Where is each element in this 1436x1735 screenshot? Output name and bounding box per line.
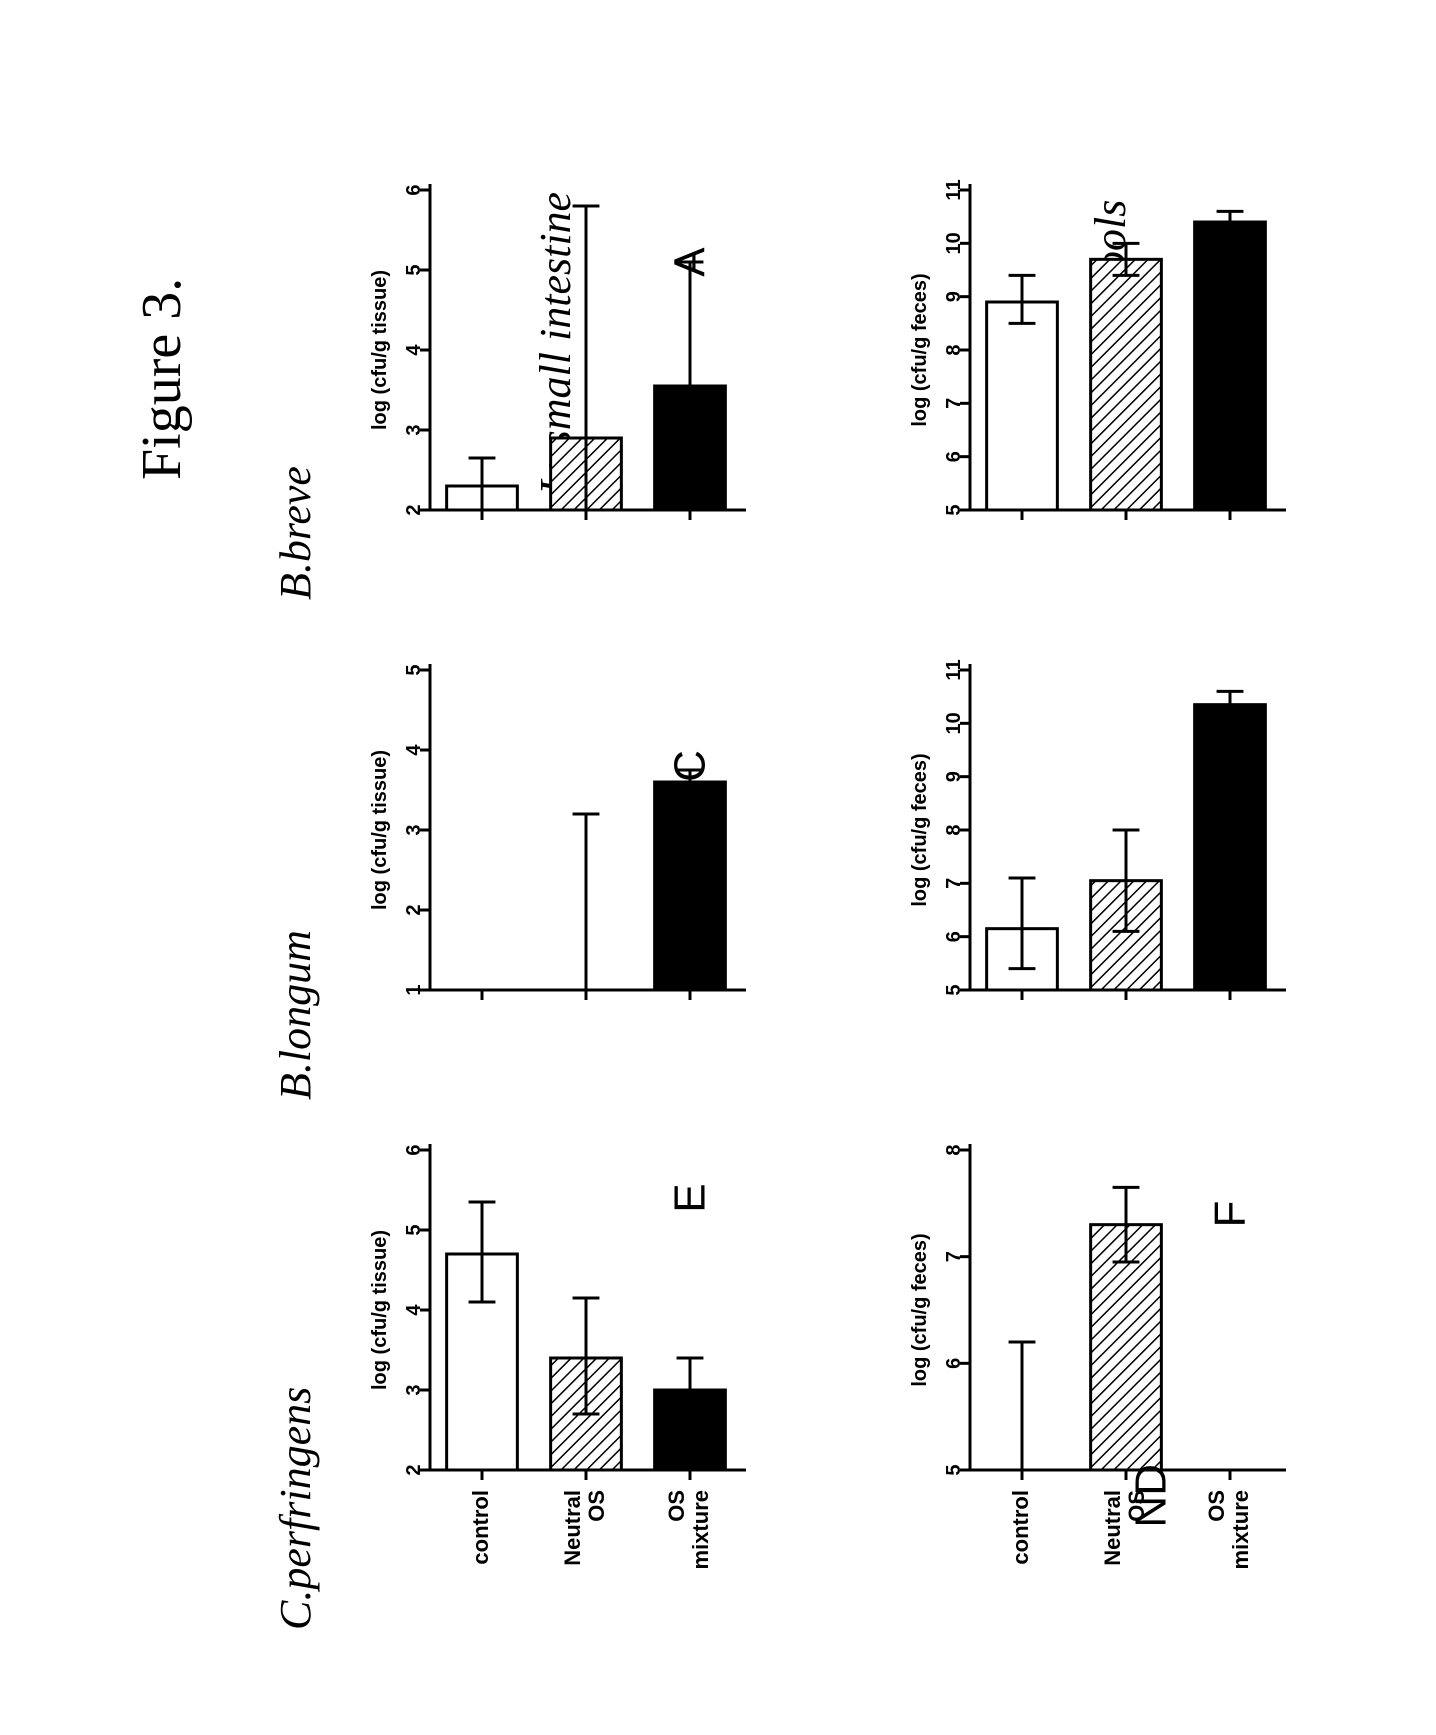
- ytick-B-10: 10: [943, 232, 965, 254]
- ytick-C-2: 2: [403, 904, 425, 915]
- ytick-E-5: 5: [403, 1224, 425, 1235]
- panel-E: 23456log (cfu/g tissue)EcontrolNeutralOS…: [340, 1130, 760, 1630]
- panel-B: 5 6 7 8 9 10 11 log (cfu/g feces): [880, 170, 1300, 550]
- ytick-E-2: 2: [403, 1464, 425, 1475]
- ytick-C-3: 3: [403, 824, 425, 835]
- ytick-B-5: 5: [943, 504, 965, 515]
- ytick-E-3: 3: [403, 1384, 425, 1395]
- ytick-B-9: 9: [943, 291, 965, 302]
- ytick-C-5: 5: [403, 664, 425, 675]
- ytick-A-5: 5: [403, 264, 425, 275]
- xlabel-F-1-0: Neutral: [1100, 1490, 1125, 1566]
- ytick-B-11: 11: [943, 179, 965, 200]
- yaxis-label-A: log (cfu/g tissue): [369, 270, 391, 430]
- panel-F: 5678log (cfu/g feces)FNDcontrolNeutralOS…: [880, 1130, 1300, 1630]
- xlabel-F-1-1: OS: [1124, 1490, 1149, 1522]
- bar-B-neutral: [1091, 259, 1162, 510]
- yaxis-label-E: log (cfu/g tissue): [369, 1230, 391, 1390]
- xlabel-E-0-0: control: [468, 1490, 493, 1565]
- xlabel-F-2-1: mixture: [1228, 1490, 1253, 1569]
- ytick-F-7: 7: [943, 1251, 965, 1262]
- ytick-F-6: 6: [943, 1358, 965, 1369]
- xlabel-F-0-0: control: [1008, 1490, 1033, 1565]
- ytick-D-9: 9: [943, 771, 965, 782]
- row-label-cperfringens: C.perfringens: [270, 1387, 321, 1630]
- panel-letter-A: A: [666, 247, 715, 277]
- yaxis-label-B: log (cfu/g feces): [909, 273, 931, 426]
- yaxis-label-D: log (cfu/g feces): [909, 753, 931, 906]
- ytick-F-8: 8: [943, 1144, 965, 1155]
- panel-C: 1 2 3 4 5 log (cfu/g tissue) C: [340, 650, 760, 1030]
- ytick-B-8: 8: [943, 344, 965, 355]
- ytick-E-6: 6: [403, 1144, 425, 1155]
- ytick-A-4: 4: [403, 344, 425, 356]
- panel-letter-E: E: [666, 1183, 715, 1212]
- panel-letter-C: C: [666, 750, 715, 782]
- ytick-D-6: 6: [943, 931, 965, 942]
- bar-C-osmix: [655, 782, 726, 990]
- yaxis-label-F: log (cfu/g feces): [909, 1233, 931, 1386]
- ytick-A-2: 2: [403, 504, 425, 515]
- panel-letter-F: F: [1206, 1201, 1255, 1228]
- xlabel-E-1-0: Neutral: [560, 1490, 585, 1566]
- panel-D: 5 6 7 8 9 10 11 log (cfu/g feces): [880, 650, 1300, 1030]
- ytick-A-3: 3: [403, 424, 425, 435]
- ytick-D-8: 8: [943, 824, 965, 835]
- panel-A: 2 3 4 5 6 log (cfu/g tissue) A: [340, 170, 760, 550]
- row-label-bbreve: B.breve: [270, 466, 321, 600]
- yaxis-label-C: log (cfu/g tissue): [369, 750, 391, 910]
- ytick-F-5: 5: [943, 1464, 965, 1475]
- ytick-B-6: 6: [943, 451, 965, 462]
- ytick-D-5: 5: [943, 984, 965, 995]
- ytick-D-7: 7: [943, 878, 965, 889]
- xlabel-F-2-0: OS: [1204, 1490, 1229, 1522]
- ytick-D-10: 10: [943, 712, 965, 734]
- ytick-A-6: 6: [403, 184, 425, 195]
- row-label-blongum: B.longum: [270, 930, 321, 1100]
- bar-B-osmix: [1195, 222, 1266, 510]
- xlabel-E-2-1: mixture: [688, 1490, 713, 1569]
- figure-title: Figure 3.: [130, 278, 194, 480]
- ytick-E-4: 4: [403, 1304, 425, 1316]
- ytick-C-4: 4: [403, 744, 425, 756]
- ytick-D-11: 11: [943, 659, 965, 680]
- ytick-C-1: 1: [403, 984, 425, 995]
- xlabel-E-2-0: OS: [664, 1490, 689, 1522]
- bar-D-osmix: [1195, 705, 1266, 990]
- xlabel-E-1-1: OS: [584, 1490, 609, 1522]
- bar-B-control: [987, 302, 1058, 510]
- ytick-B-7: 7: [943, 398, 965, 409]
